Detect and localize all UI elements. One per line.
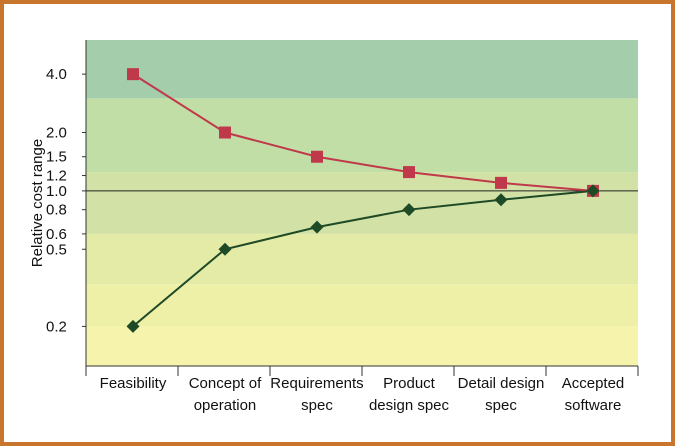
background-bands [86,40,638,366]
x-tick-label-2: Requirements spec [270,375,363,414]
series-lines [132,73,594,328]
y-tick-label-5: 0.8 [46,202,67,219]
series-0-point-0 [127,68,139,81]
band-3 [86,190,638,234]
x-tick-label-4: Detail design spec [458,375,545,414]
series-1-point-0 [126,319,140,333]
band-1 [86,98,638,173]
series-1-line [132,189,594,328]
series-0-point-3 [403,166,415,179]
series-0-line [132,73,594,192]
y-tick-label-7: 0.5 [46,241,67,258]
band-4 [86,233,638,285]
y-tick-label-6: 0.6 [46,226,67,243]
y-tick-label-1: 2.0 [46,125,67,142]
y-axis-title: Relative cost range [29,139,46,267]
axis-labels: 4.0 2.0 1.5 1.21.0 0.8 0.60.5 0.2 Feasibility Co… [29,66,624,414]
series-1-point-5 [586,184,600,198]
x-tick-label-5: Accepted software [562,375,625,414]
y-tick-label-2: 1.5 [46,149,67,166]
x-tick-label-0: Feasibility [100,375,167,392]
series-0-point-2 [311,150,323,163]
x-tick-label-1: Concept of operation [189,375,262,414]
series-0-point-1 [219,126,231,139]
y-tick-label-0: 4.0 [46,66,67,83]
axes [82,40,639,376]
y-tick-label-8: 0.2 [46,318,67,335]
x-tick-label-3: Product design spec [369,375,450,414]
y-tick-label-3: 1.2 [46,168,67,185]
series-markers [126,68,600,333]
series-1-point-3 [402,203,416,217]
series-1-point-2 [310,220,324,234]
series-0-point-4 [495,176,507,189]
band-0 [86,40,638,99]
series-1-point-1 [218,242,232,256]
band-6 [86,326,638,366]
series-1-point-4 [494,193,508,207]
y-tick-label-4: 1.0 [46,183,67,200]
band-5 [86,284,638,327]
